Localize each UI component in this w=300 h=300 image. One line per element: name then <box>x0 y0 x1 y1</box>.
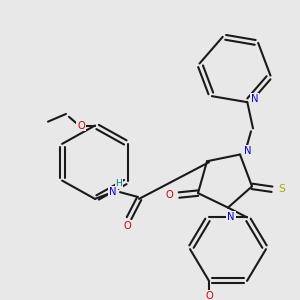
Text: N: N <box>227 212 235 222</box>
Text: O: O <box>123 221 131 231</box>
Text: O: O <box>165 190 173 200</box>
Text: N: N <box>244 146 252 156</box>
Text: O: O <box>77 121 85 130</box>
Text: H: H <box>116 179 122 188</box>
Text: S: S <box>279 184 285 194</box>
Text: N: N <box>250 94 258 104</box>
Text: N: N <box>109 187 117 197</box>
Text: O: O <box>205 291 213 300</box>
